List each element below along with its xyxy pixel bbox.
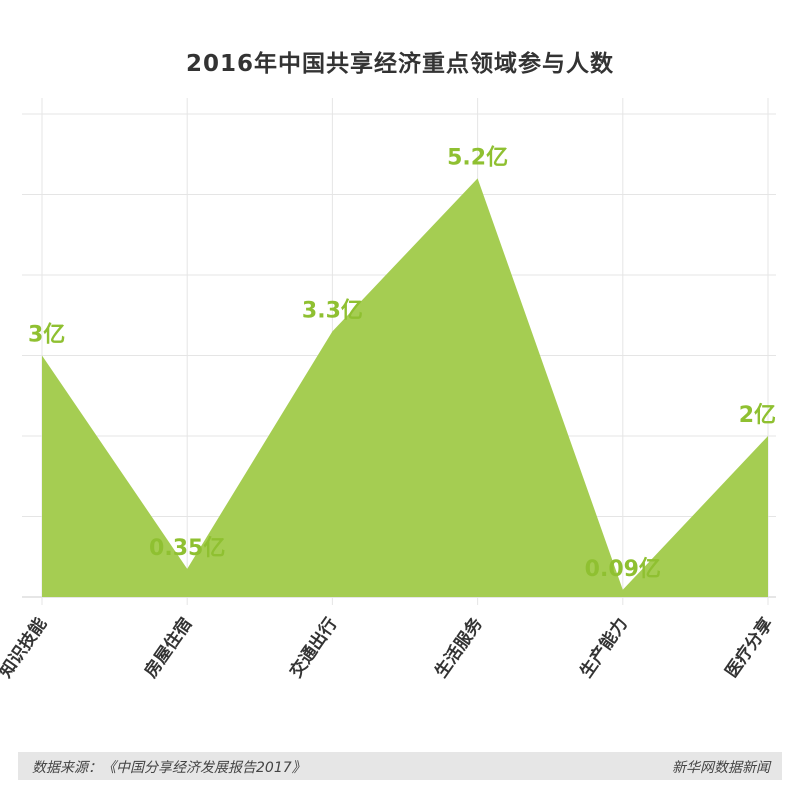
x-axis-ticks: 知识技能 房屋住宿 交通出行 生活服务 生产能力 医疗分享 [0, 613, 777, 682]
source-note: 数据来源：《中国分享经济发展报告2017》 [32, 760, 306, 776]
x-tick-label: 生活服务 [430, 613, 487, 682]
data-label: 5.2亿 [447, 145, 508, 170]
x-tick-label: 交通出行 [285, 614, 341, 682]
data-label: 0.09亿 [585, 557, 661, 582]
x-tick-label: 生产能力 [576, 614, 632, 682]
data-label: 3.3亿 [302, 298, 363, 323]
brand-credit: 新华网数据新闻 [672, 760, 770, 776]
data-label: 2亿 [739, 403, 776, 428]
footer-bar: 数据来源：《中国分享经济发展报告2017》 新华网数据新闻 [18, 752, 782, 780]
x-tick-label: 知识技能 [0, 614, 51, 683]
area-chart: 3亿 0.35亿 3.3亿 5.2亿 0.09亿 2亿 知识技能 房屋住宿 交通出行 生活服务 生… [0, 98, 777, 682]
data-label: 0.35亿 [149, 536, 225, 561]
area-series [42, 178, 768, 597]
x-tick-label: 医疗分享 [721, 614, 777, 682]
data-label: 3亿 [28, 323, 65, 348]
x-tick-label: 房屋住宿 [140, 614, 196, 682]
data-labels: 3亿 0.35亿 3.3亿 5.2亿 0.09亿 2亿 [28, 145, 776, 581]
chart-title: 2016年中国共享经济重点领域参与人数 [185, 51, 614, 77]
